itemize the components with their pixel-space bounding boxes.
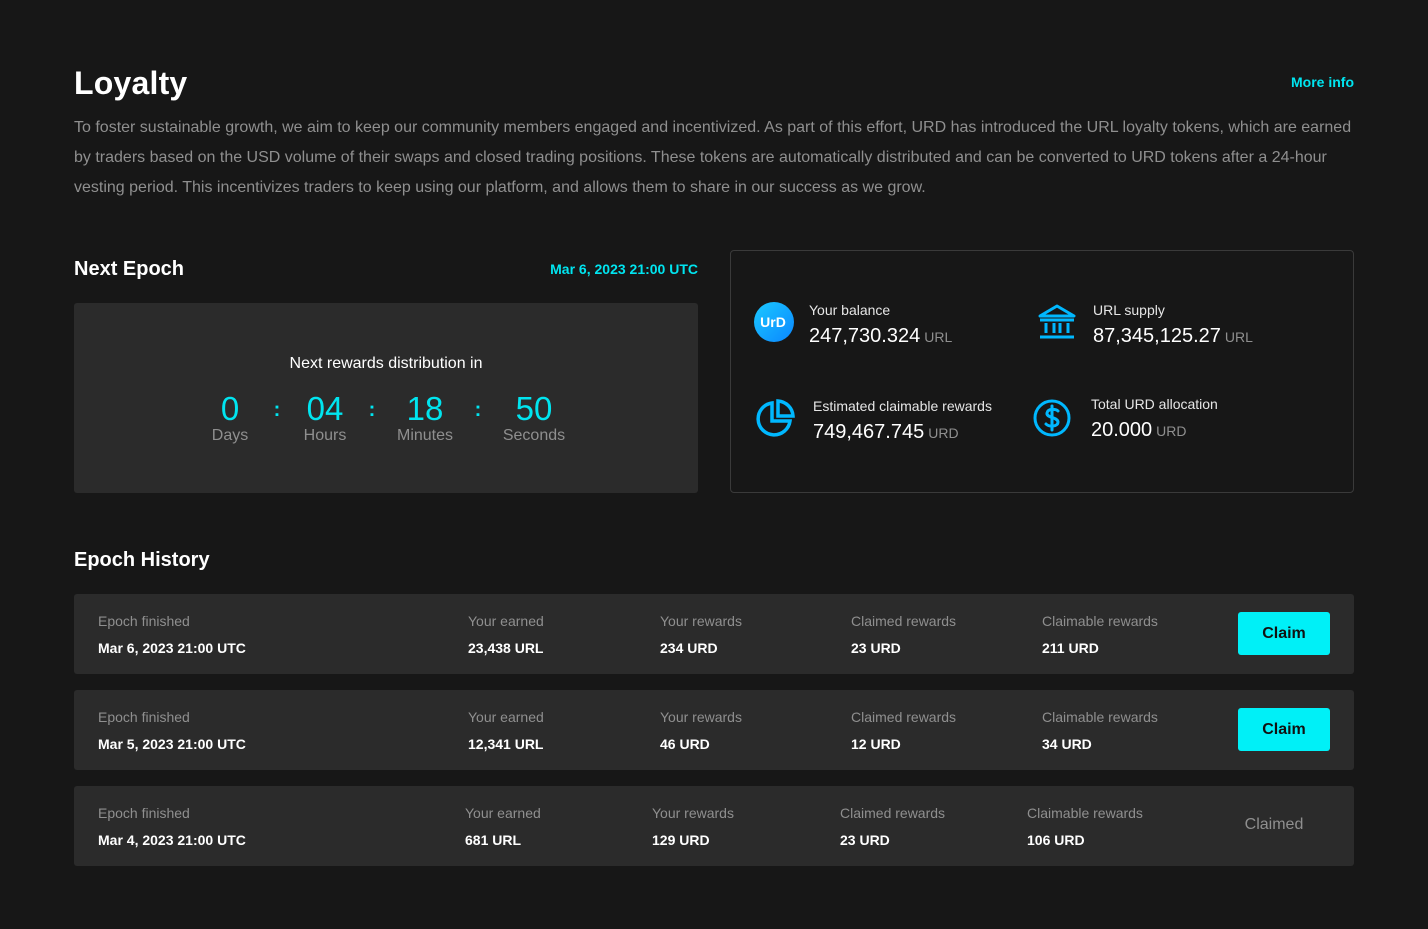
claimed-rewards-value: 23 URD xyxy=(851,640,901,656)
countdown-days-label: Days xyxy=(211,427,249,444)
claimable-rewards-value: 106 URD xyxy=(1027,832,1085,848)
countdown-seconds-value: 50 xyxy=(515,390,553,427)
countdown-hours-label: Hours xyxy=(303,427,347,444)
next-epoch-date: Mar 6, 2023 21:00 UTC xyxy=(550,261,698,277)
stat-label: Estimated claimable rewards xyxy=(813,398,992,414)
epoch-finished-date: Mar 5, 2023 21:00 UTC xyxy=(98,736,246,752)
urd-logo-icon: UrD xyxy=(753,301,797,345)
stat-label: Your balance xyxy=(809,302,891,318)
countdown-minutes-value: 18 xyxy=(406,390,444,427)
countdown-label: Next rewards distribution in xyxy=(289,355,483,372)
epoch-history-row: Epoch finished Mar 6, 2023 21:00 UTC You… xyxy=(74,594,1354,674)
stat-label: Total URD allocation xyxy=(1091,396,1218,412)
claimable-rewards-label: Claimable rewards xyxy=(1027,805,1143,821)
epoch-finished-date: Mar 4, 2023 21:00 UTC xyxy=(98,832,246,848)
page-title: Loyalty xyxy=(74,65,188,101)
claimable-rewards-label: Claimable rewards xyxy=(1042,709,1158,725)
epoch-finished-date: Mar 6, 2023 21:00 UTC xyxy=(98,640,246,656)
epoch-history-row: Epoch finished Mar 4, 2023 21:00 UTC You… xyxy=(74,786,1354,866)
countdown-separator: : xyxy=(273,399,281,421)
your-rewards-label: Your rewards xyxy=(660,709,742,725)
your-earned-label: Your earned xyxy=(465,805,541,821)
bank-icon xyxy=(1035,301,1079,345)
your-rewards-value: 46 URD xyxy=(660,736,710,752)
next-epoch-header: Next Epoch Mar 6, 2023 21:00 UTC xyxy=(74,256,698,284)
intro-text: To foster sustainable growth, we aim to … xyxy=(74,119,1352,196)
your-earned-label: Your earned xyxy=(468,613,544,629)
your-earned-label: Your earned xyxy=(468,709,544,725)
countdown-minutes-label: Minutes xyxy=(396,427,454,444)
countdown-seconds: 50 Seconds xyxy=(489,389,579,445)
your-earned-value: 23,438 URL xyxy=(468,640,544,656)
your-rewards-label: Your rewards xyxy=(660,613,742,629)
epoch-finished-label: Epoch finished xyxy=(98,613,190,629)
epoch-history-row: Epoch finished Mar 5, 2023 21:00 UTC You… xyxy=(74,690,1354,770)
stat-value: 247,730.324 xyxy=(809,325,921,347)
pie-chart-icon xyxy=(753,397,797,441)
claimed-rewards-label: Claimed rewards xyxy=(840,805,946,821)
countdown-days: 0 Days xyxy=(185,389,275,445)
your-earned-value: 12,341 URL xyxy=(468,736,544,752)
claimed-rewards-value: 23 URD xyxy=(840,832,890,848)
countdown-days-value: 0 xyxy=(220,390,240,427)
more-info-link[interactable]: More info xyxy=(1291,74,1354,90)
claimed-rewards-label: Claimed rewards xyxy=(851,613,957,629)
your-rewards-value: 234 URD xyxy=(660,640,718,656)
your-rewards-label: Your rewards xyxy=(652,805,734,821)
claimed-status: Claimed xyxy=(1244,816,1304,833)
stat-unit: URD xyxy=(1156,423,1187,439)
your-rewards-value: 129 URD xyxy=(652,832,710,848)
stat-value: 20.000 xyxy=(1091,419,1153,441)
claimed-rewards-label: Claimed rewards xyxy=(851,709,957,725)
stats-panel: UrD Your balance 247,730.324 URL xyxy=(730,250,1354,493)
claimable-rewards-value: 34 URD xyxy=(1042,736,1092,752)
countdown-seconds-label: Seconds xyxy=(502,427,566,444)
next-epoch-title: Next Epoch xyxy=(74,258,185,280)
countdown-panel: Next rewards distribution in 0 Days : 04… xyxy=(74,303,698,493)
stat-label: URL supply xyxy=(1093,302,1165,318)
urd-logo-text: UrD xyxy=(760,314,786,330)
epoch-history-title: Epoch History xyxy=(74,549,210,571)
stat-value: 749,467.745 xyxy=(813,421,925,443)
claimed-rewards-value: 12 URD xyxy=(851,736,901,752)
page-header: Loyalty More info xyxy=(74,64,1354,104)
stat-value: 87,345,125.27 xyxy=(1093,325,1221,347)
countdown-separator: : xyxy=(474,399,482,421)
your-earned-value: 681 URL xyxy=(465,832,522,848)
countdown-minutes: 18 Minutes xyxy=(380,389,470,445)
countdown-hours: 04 Hours xyxy=(280,389,370,445)
countdown-hours-value: 04 xyxy=(306,390,344,427)
stat-unit: URD xyxy=(928,425,959,441)
claim-button[interactable]: Claim xyxy=(1238,708,1330,751)
claimable-rewards-value: 211 URD xyxy=(1042,640,1099,656)
epoch-finished-label: Epoch finished xyxy=(98,805,190,821)
claimable-rewards-label: Claimable rewards xyxy=(1042,613,1158,629)
epoch-finished-label: Epoch finished xyxy=(98,709,190,725)
claim-button[interactable]: Claim xyxy=(1238,612,1330,655)
stat-unit: URL xyxy=(924,329,953,345)
dollar-circle-icon xyxy=(1031,395,1075,439)
stat-unit: URL xyxy=(1224,329,1253,345)
countdown-separator: : xyxy=(368,399,376,421)
